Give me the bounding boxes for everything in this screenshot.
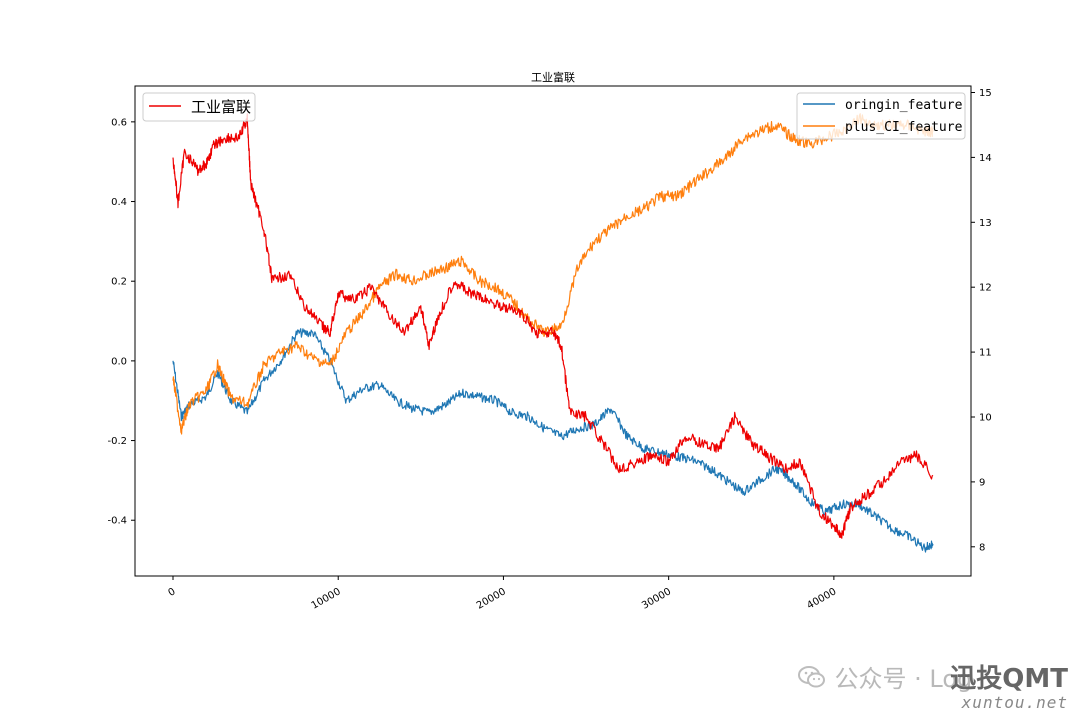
- y-right-tick-label: 15: [979, 88, 992, 99]
- plot-frame: [134, 85, 972, 577]
- legend-label-oringin: oringin_feature: [845, 98, 963, 113]
- plot-area: [172, 113, 934, 553]
- x-tick-label: 20000: [475, 586, 508, 611]
- y-left-tick-label: 0.2: [111, 277, 127, 288]
- legend-label-gongye: 工业富联: [191, 98, 251, 116]
- legend-left: 工业富联: [142, 92, 256, 122]
- series-line-oringin-feature: [172, 328, 934, 553]
- y-left-tick-label: -0.4: [107, 516, 127, 527]
- y-left-tick-label: 0.6: [111, 117, 127, 128]
- axes: 0 10000 20000 30000 40000 -0.4 -0.2 0.0 0.2 0.4 0.…: [107, 88, 991, 612]
- x-tick-label: 30000: [640, 586, 673, 611]
- y-right-tick-label: 12: [979, 283, 992, 294]
- series-line-plus-ci-feature: [172, 113, 934, 435]
- x-tick-label: 0: [166, 586, 177, 599]
- x-tick-label: 10000: [310, 586, 343, 611]
- legend-right: oringin_feature plus_CI_feature: [796, 92, 966, 140]
- y-left-tick-label: 0.4: [111, 197, 127, 208]
- legend-label-plus-ci: plus_CI_feature: [845, 120, 963, 135]
- y-left-tick-label: 0.0: [111, 356, 127, 367]
- series-line-gongye-fulian: [172, 113, 934, 539]
- legend-left-box: [142, 92, 256, 122]
- y-right-tick-label: 8: [979, 542, 985, 553]
- watermark-brand: 迅投QMT: [950, 664, 1068, 694]
- y-right-tick-label: 11: [979, 348, 992, 359]
- chart-title: 工业富联: [531, 70, 575, 84]
- y-right-tick-label: 14: [979, 153, 992, 164]
- wechat-icon: [797, 665, 825, 687]
- y-right-tick-label: 9: [979, 477, 985, 488]
- watermark: 公众号 · Log 迅投QMT xuntou.net: [797, 658, 1068, 712]
- watermark-row: 公众号 · Log 迅投QMT: [797, 658, 1068, 695]
- y-right-tick-label: 13: [979, 218, 992, 229]
- x-tick-label: 40000: [805, 586, 838, 611]
- watermark-channel: 公众号 · Log: [834, 665, 973, 693]
- legend-right-box: [796, 92, 966, 140]
- y-left-tick-label: -0.2: [107, 436, 127, 447]
- y-right-tick-label: 10: [979, 412, 992, 423]
- watermark-url: xuntou.net: [961, 693, 1068, 712]
